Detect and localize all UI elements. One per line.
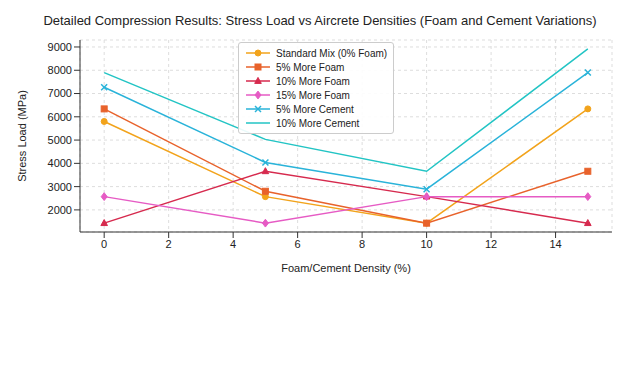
svg-text:14: 14 bbox=[549, 238, 561, 250]
svg-text:Stress Load (MPa): Stress Load (MPa) bbox=[16, 90, 28, 182]
svg-text:6: 6 bbox=[295, 238, 301, 250]
html-text:10% More Foam: 10% More Foam bbox=[276, 75, 350, 87]
html-text:15% More Foam: 15% More Foam bbox=[276, 89, 350, 101]
svg-text:8000: 8000 bbox=[48, 64, 72, 76]
svg-text:10: 10 bbox=[420, 238, 432, 250]
svg-text:9000: 9000 bbox=[48, 41, 72, 53]
svg-text:Foam/Cement Density (%): Foam/Cement Density (%) bbox=[281, 262, 411, 274]
html-text:Detailed Compression Results:: Detailed Compression Results: Stress Loa… bbox=[43, 13, 597, 28]
svg-text:4000: 4000 bbox=[48, 157, 72, 169]
html-text:10% More Cement: 10% More Cement bbox=[276, 117, 360, 129]
svg-text:0: 0 bbox=[101, 238, 107, 250]
svg-text:8: 8 bbox=[359, 238, 365, 250]
svg-text:5000: 5000 bbox=[48, 134, 72, 146]
svg-text:7000: 7000 bbox=[48, 87, 72, 99]
html-text:5% More Cement: 5% More Cement bbox=[276, 103, 354, 115]
svg-text:2: 2 bbox=[166, 238, 172, 250]
html-text:Standard Mix (0% Foam): Standard Mix (0% Foam) bbox=[276, 47, 388, 59]
svg-text:2000: 2000 bbox=[48, 204, 72, 216]
svg-text:12: 12 bbox=[485, 238, 497, 250]
svg-text:4: 4 bbox=[230, 238, 236, 250]
svg-text:3000: 3000 bbox=[48, 181, 72, 193]
html-text:5% More Foam: 5% More Foam bbox=[276, 61, 345, 73]
svg-text:6000: 6000 bbox=[48, 111, 72, 123]
